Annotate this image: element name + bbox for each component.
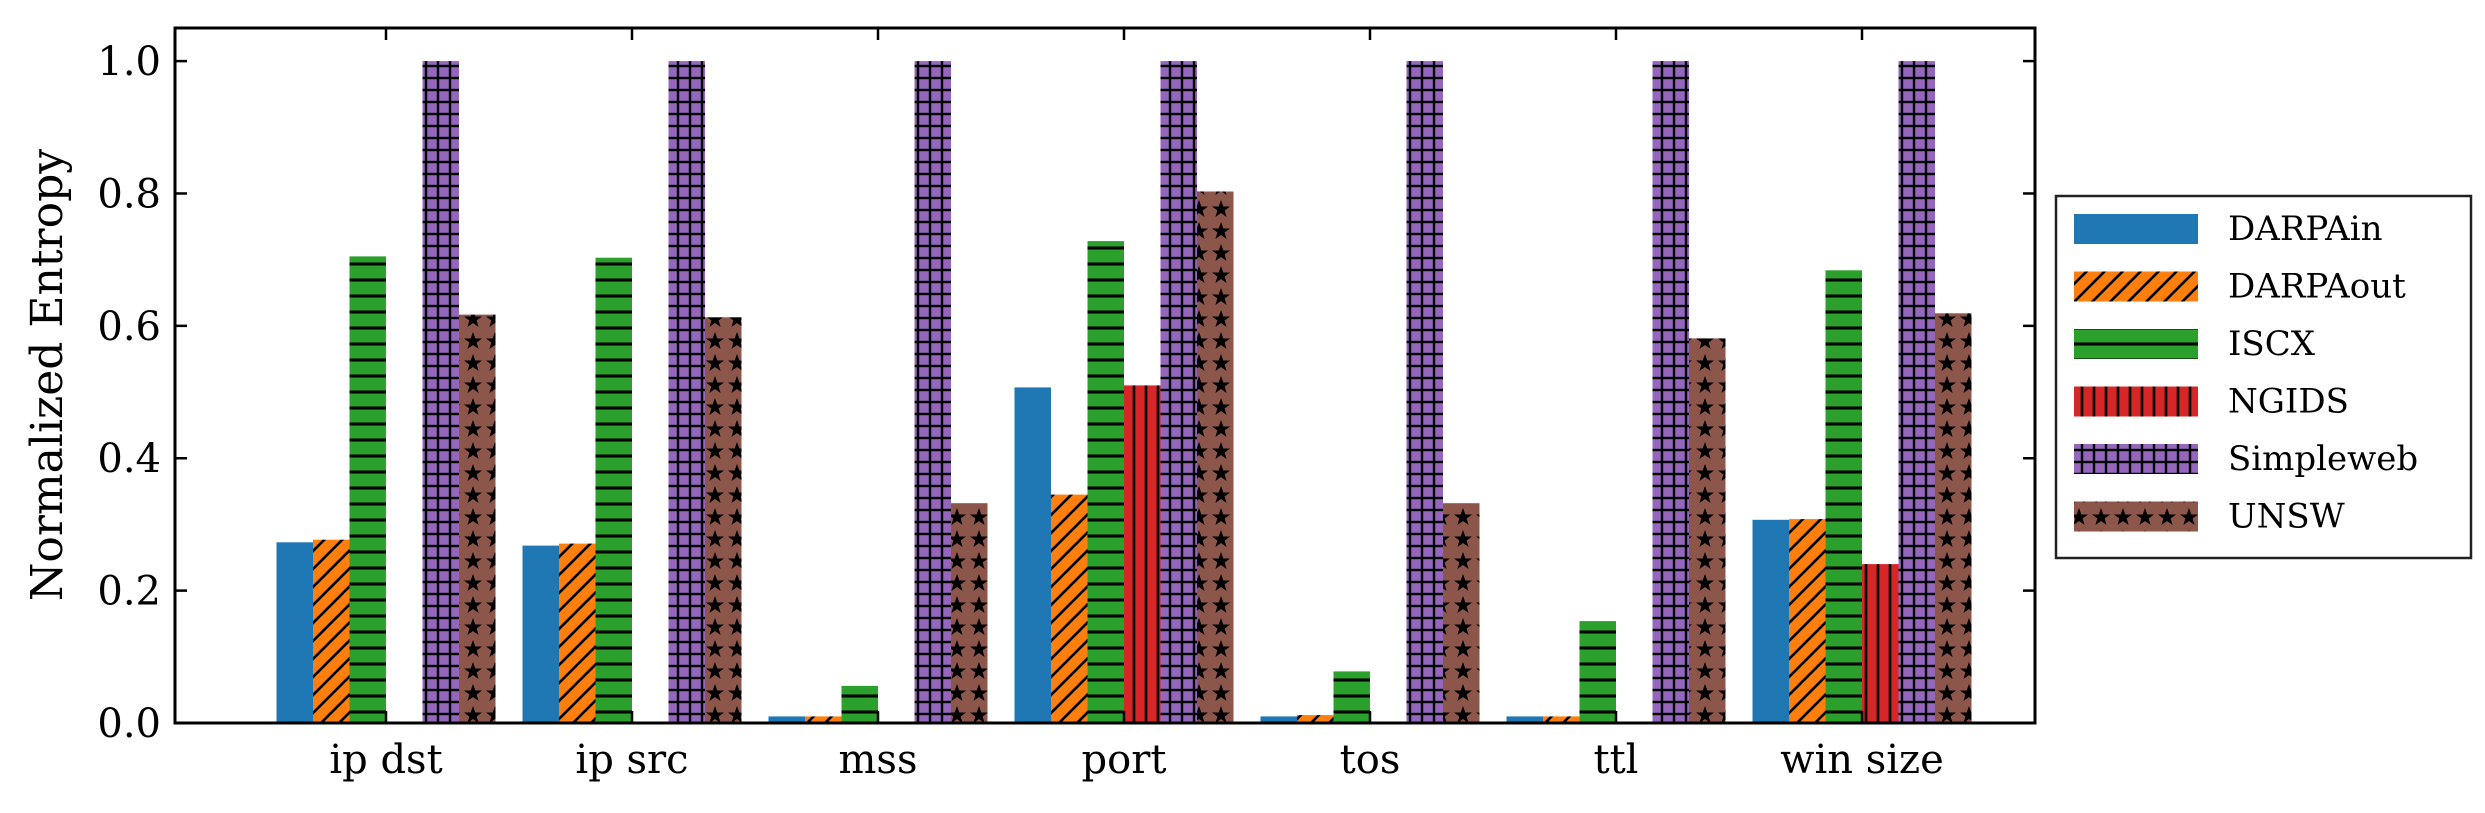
bar-unsw-ttl (1689, 338, 1726, 723)
bar-darpaout-ip-src (559, 543, 596, 723)
bar-darpain-ttl (1506, 716, 1543, 723)
bar-iscx-tos (1333, 671, 1370, 723)
bar-unsw-ip-src (705, 317, 742, 723)
y-tick-label: 0.2 (97, 569, 161, 615)
y-tick-label: 0.4 (97, 436, 161, 482)
plot-frame (173, 26, 2037, 725)
bar-darpain-port (1014, 387, 1051, 723)
legend-swatch-ngids (2074, 386, 2198, 417)
bars-layer (276, 61, 1972, 724)
bar-iscx-ttl (1579, 621, 1616, 723)
bar-simpleweb-tos (1406, 61, 1443, 724)
bar-iscx-win-size (1825, 270, 1862, 723)
legend-swatch-iscx (2074, 329, 2198, 359)
bar-iscx-mss (841, 685, 878, 723)
bar-darpain-mss (768, 716, 805, 723)
legend-swatch-darpain (2074, 214, 2198, 244)
bar-simpleweb-mss (914, 61, 951, 724)
bar-darpain-ip-src (522, 545, 559, 723)
bar-unsw-mss (951, 503, 988, 723)
y-tick-label: 0.8 (97, 171, 161, 217)
legend-swatch-unsw (2074, 501, 2198, 532)
bar-unsw-win-size (1935, 313, 1972, 723)
legend-swatch-simpleweb (2074, 444, 2198, 474)
bar-darpain-win-size (1752, 519, 1789, 723)
legend-box (2054, 194, 2473, 560)
bar-simpleweb-win-size (1898, 61, 1935, 724)
bar-iscx-ip-dst (349, 256, 386, 723)
bar-darpaout-ip-dst (313, 539, 350, 723)
legend-label-simpleweb: Simpleweb (2228, 439, 2418, 479)
y-tick-label: 1.0 (97, 39, 161, 85)
x-tick-label-ttl: ttl (1594, 737, 1639, 783)
bar-simpleweb-ttl (1652, 61, 1689, 724)
y-tick-label: 0.6 (97, 304, 161, 350)
legend-label-ngids: NGIDS (2228, 382, 2349, 422)
legend-swatch-darpaout (2074, 271, 2198, 302)
bar-darpain-ip-dst (276, 542, 313, 723)
bar-unsw-port (1197, 191, 1234, 723)
legend-label-darpaout: DARPAout (2228, 267, 2406, 307)
y-axis-label: Normalized Entropy (22, 149, 73, 601)
bar-unsw-tos (1443, 503, 1480, 723)
bar-unsw-ip-dst (459, 314, 496, 723)
bar-darpaout-mss (805, 716, 842, 723)
legend: DARPAin DARPAout ISCX NGIDS Simpleweb UNSW (2054, 194, 2473, 560)
bar-darpaout-ttl (1543, 716, 1580, 723)
bar-darpaout-port (1051, 494, 1088, 723)
x-axis: ip dst ip src mss port tos ttl win size (329, 28, 1944, 783)
bar-iscx-port (1087, 241, 1124, 723)
bar-simpleweb-port (1160, 61, 1197, 724)
bar-ngids-port (1124, 385, 1161, 723)
x-tick-label-ip-src: ip src (575, 737, 688, 783)
y-tick-label: 0.0 (97, 701, 161, 747)
x-tick-label-mss: mss (839, 737, 918, 783)
y-axis: 0.0 0.2 0.4 0.6 0.8 1.0 (97, 39, 2035, 747)
x-tick-label-ip-dst: ip dst (329, 737, 442, 783)
legend-label-darpain: DARPAin (2228, 209, 2383, 249)
x-tick-label-port: port (1082, 737, 1167, 783)
bar-iscx-ip-src (595, 257, 632, 723)
bar-darpaout-win-size (1789, 519, 1826, 723)
legend-label-unsw: UNSW (2228, 497, 2345, 537)
bar-simpleweb-ip-dst (422, 61, 459, 724)
bar-darpaout-tos (1297, 715, 1334, 723)
bar-darpain-tos (1260, 716, 1297, 723)
x-tick-label-tos: tos (1340, 737, 1401, 783)
x-tick-label-win-size: win size (1780, 737, 1944, 783)
bar-simpleweb-ip-src (668, 61, 705, 724)
bar-ngids-win-size (1862, 564, 1899, 723)
legend-label-iscx: ISCX (2228, 324, 2316, 364)
